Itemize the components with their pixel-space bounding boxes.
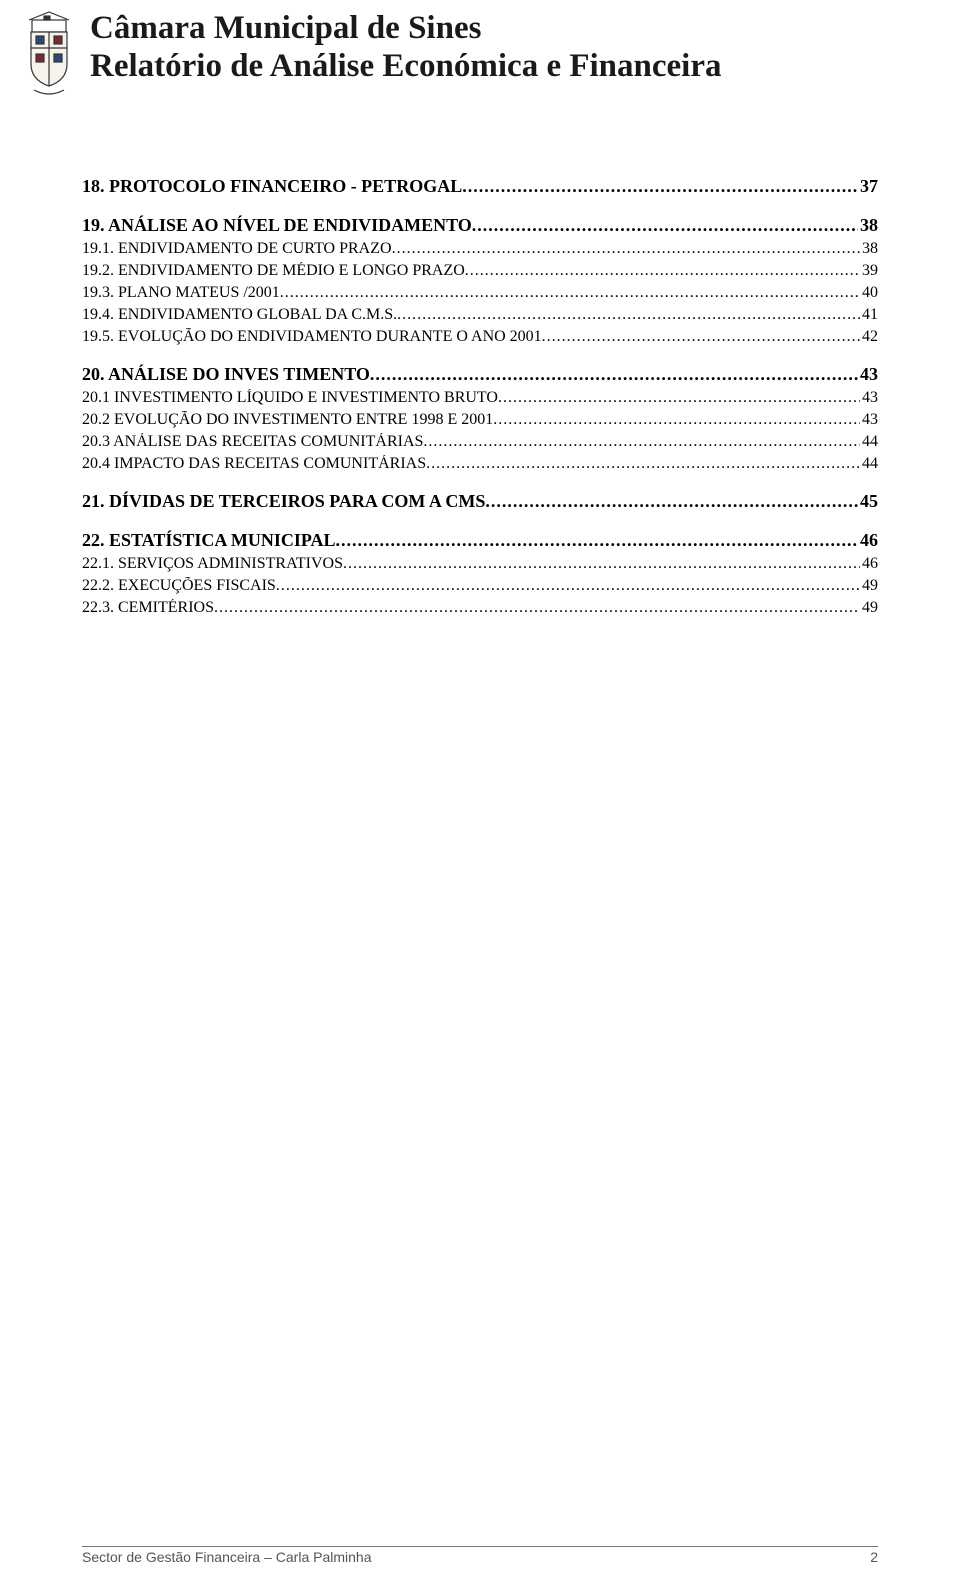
toc-entry: 20.1 INVESTIMENTO LÍQUIDO E INVESTIMENTO… bbox=[82, 389, 878, 407]
toc-entry: 21. DÍVIDAS DE TERCEIROS PARA COM A CMS.… bbox=[82, 491, 878, 512]
toc-entry-title: 21. DÍVIDAS DE TERCEIROS PARA COM A CMS bbox=[82, 491, 485, 512]
toc-entry-title: 19.2. ENDIVIDAMENTO DE MÉDIO E LONGO PRA… bbox=[82, 262, 465, 280]
toc-entry-page: 43 bbox=[860, 411, 878, 429]
toc-entry: 19.2. ENDIVIDAMENTO DE MÉDIO E LONGO PRA… bbox=[82, 262, 878, 280]
toc-entry-page: 43 bbox=[860, 389, 878, 407]
toc-entry-title: 18. PROTOCOLO FINANCEIRO - PETROGAL bbox=[82, 176, 462, 197]
toc-entry-page: 38 bbox=[858, 215, 878, 236]
header-subtitle: Relatório de Análise Económica e Finance… bbox=[90, 48, 722, 86]
toc-entry-page: 40 bbox=[860, 284, 878, 302]
toc-entry-page: 46 bbox=[860, 555, 878, 573]
toc-entry: 19.3. PLANO MATEUS /2001................… bbox=[82, 284, 878, 302]
toc-entry-title: 19.3. PLANO MATEUS /2001 bbox=[82, 284, 280, 302]
toc-entry: 19.5. EVOLUÇÃO DO ENDIVIDAMENTO DURANTE … bbox=[82, 328, 878, 346]
toc-entry-page: 39 bbox=[860, 262, 878, 280]
toc-entry: 19.4. ENDIVIDAMENTO GLOBAL DA C.M.S.....… bbox=[82, 306, 878, 324]
toc-entry: 20. ANÁLISE DO INVES TIMENTO............… bbox=[82, 364, 878, 385]
toc-leader-dots: ........................................… bbox=[397, 306, 860, 324]
toc-leader-dots: ........................................… bbox=[426, 455, 860, 473]
footer-left-text: Sector de Gestão Financeira – Carla Palm… bbox=[82, 1549, 371, 1565]
toc-leader-dots: ........................................… bbox=[370, 364, 858, 385]
toc-entry-page: 37 bbox=[858, 176, 878, 197]
toc-entry-page: 44 bbox=[860, 433, 878, 451]
toc-leader-dots: ........................................… bbox=[542, 328, 860, 346]
toc-leader-dots: ........................................… bbox=[472, 215, 858, 236]
toc-entry: 22. ESTATÍSTICA MUNICIPAL...............… bbox=[82, 530, 878, 551]
toc-entry-page: 46 bbox=[858, 530, 878, 551]
toc-entry-title: 20.2 EVOLUÇÃO DO INVESTIMENTO ENTRE 1998… bbox=[82, 411, 493, 429]
toc-entry-title: 22.3. CEMITÉRIOS bbox=[82, 599, 214, 617]
toc-entry-page: 38 bbox=[860, 240, 878, 258]
toc-leader-dots: ........................................… bbox=[462, 176, 858, 197]
toc-leader-dots: ........................................… bbox=[276, 577, 860, 595]
toc-entry-title: 20.3 ANÁLISE DAS RECEITAS COMUNITÁRIAS bbox=[82, 433, 423, 451]
toc-entry-title: 20.4 IMPACTO DAS RECEITAS COMUNITÁRIAS bbox=[82, 455, 426, 473]
toc-entry-title: 22.1. SERVIÇOS ADMINISTRATIVOS bbox=[82, 555, 343, 573]
table-of-contents: 18. PROTOCOLO FINANCEIRO - PETROGAL.....… bbox=[0, 98, 960, 617]
toc-entry-title: 22. ESTATÍSTICA MUNICIPAL bbox=[82, 530, 336, 551]
toc-entry: 19.1. ENDIVIDAMENTO DE CURTO PRAZO......… bbox=[82, 240, 878, 258]
toc-entry-page: 44 bbox=[860, 455, 878, 473]
toc-leader-dots: ........................................… bbox=[485, 491, 858, 512]
header-title: Câmara Municipal de Sines bbox=[90, 10, 722, 48]
toc-entry-title: 19. ANÁLISE AO NÍVEL DE ENDIVIDAMENTO bbox=[82, 215, 472, 236]
toc-leader-dots: ........................................… bbox=[493, 411, 860, 429]
header-titles: Câmara Municipal de Sines Relatório de A… bbox=[90, 8, 722, 86]
toc-entry: 20.2 EVOLUÇÃO DO INVESTIMENTO ENTRE 1998… bbox=[82, 411, 878, 429]
toc-entry: 20.4 IMPACTO DAS RECEITAS COMUNITÁRIAS..… bbox=[82, 455, 878, 473]
toc-entry: 20.3 ANÁLISE DAS RECEITAS COMUNITÁRIAS..… bbox=[82, 433, 878, 451]
toc-entry-page: 43 bbox=[858, 364, 878, 385]
toc-leader-dots: ........................................… bbox=[392, 240, 860, 258]
toc-entry: 22.2. EXECUÇÕES FISCAIS.................… bbox=[82, 577, 878, 595]
document-header: Câmara Municipal de Sines Relatório de A… bbox=[0, 0, 960, 98]
toc-entry-page: 41 bbox=[860, 306, 878, 324]
toc-entry: 19. ANÁLISE AO NÍVEL DE ENDIVIDAMENTO...… bbox=[82, 215, 878, 236]
toc-entry-page: 42 bbox=[860, 328, 878, 346]
document-page: Câmara Municipal de Sines Relatório de A… bbox=[0, 0, 960, 1589]
toc-leader-dots: ........................................… bbox=[465, 262, 860, 280]
toc-entry: 22.1. SERVIÇOS ADMINISTRATIVOS..........… bbox=[82, 555, 878, 573]
toc-entry-page: 49 bbox=[860, 577, 878, 595]
toc-entry-page: 45 bbox=[858, 491, 878, 512]
toc-entry-title: 20.1 INVESTIMENTO LÍQUIDO E INVESTIMENTO… bbox=[82, 389, 498, 407]
toc-entry-title: 19.5. EVOLUÇÃO DO ENDIVIDAMENTO DURANTE … bbox=[82, 328, 542, 346]
toc-leader-dots: ........................................… bbox=[336, 530, 858, 551]
municipal-crest-icon bbox=[14, 8, 84, 98]
toc-leader-dots: ........................................… bbox=[280, 284, 860, 302]
toc-leader-dots: ........................................… bbox=[343, 555, 860, 573]
toc-entry-title: 19.4. ENDIVIDAMENTO GLOBAL DA C.M.S. bbox=[82, 306, 397, 324]
toc-entry-title: 22.2. EXECUÇÕES FISCAIS bbox=[82, 577, 276, 595]
toc-leader-dots: ........................................… bbox=[498, 389, 860, 407]
toc-leader-dots: ........................................… bbox=[214, 599, 860, 617]
toc-entry-title: 19.1. ENDIVIDAMENTO DE CURTO PRAZO bbox=[82, 240, 392, 258]
page-footer: Sector de Gestão Financeira – Carla Palm… bbox=[0, 1546, 960, 1565]
toc-entry-title: 20. ANÁLISE DO INVES TIMENTO bbox=[82, 364, 370, 385]
toc-entry: 18. PROTOCOLO FINANCEIRO - PETROGAL.....… bbox=[82, 176, 878, 197]
toc-entry-page: 49 bbox=[860, 599, 878, 617]
toc-leader-dots: ........................................… bbox=[423, 433, 860, 451]
toc-entry: 22.3. CEMITÉRIOS........................… bbox=[82, 599, 878, 617]
footer-page-number: 2 bbox=[870, 1549, 878, 1565]
